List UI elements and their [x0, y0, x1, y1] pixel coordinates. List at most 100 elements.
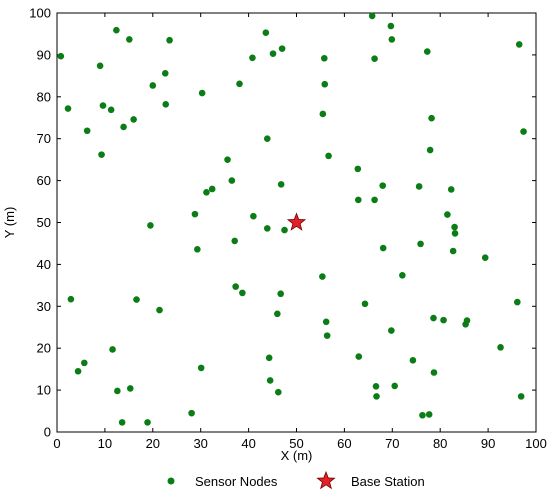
sensor-node-point	[361, 300, 369, 308]
y-tick-label: 60	[37, 173, 51, 188]
sensor-node-point	[379, 182, 387, 189]
x-tick-label: 80	[433, 436, 447, 451]
sensor-node-point	[277, 290, 284, 298]
sensor-node-point	[147, 222, 154, 229]
sensor-node-point	[449, 247, 457, 255]
sensor-node-point	[319, 110, 327, 118]
sensor-node-point	[231, 237, 239, 245]
sensor-node-point	[425, 411, 433, 418]
sensor-node-point	[162, 101, 170, 108]
sensor-node-point	[278, 45, 286, 52]
sensor-node-point	[325, 152, 332, 160]
legend-marker-circle-icon	[167, 477, 175, 485]
sensor-node-point	[249, 54, 256, 62]
x-tick-label: 30	[193, 436, 207, 451]
sensor-node-point	[354, 165, 362, 173]
sensor-node-point	[265, 354, 273, 362]
sensor-node-point	[263, 135, 271, 142]
sensor-node-point	[440, 316, 447, 324]
y-tick-label: 30	[37, 299, 51, 314]
sensor-node-point	[355, 353, 363, 360]
y-axis-label: Y (m)	[2, 207, 17, 239]
sensor-node-point	[263, 225, 271, 232]
sensor-node-point	[277, 181, 285, 188]
x-tick-label: 60	[337, 436, 351, 451]
sensor-node-point	[239, 289, 246, 297]
y-tick-label: 100	[29, 6, 51, 21]
sensor-node-point	[497, 344, 504, 351]
legend-item-base-station: Base Station	[316, 470, 425, 490]
x-tick-label: 70	[385, 436, 399, 451]
sensor-node-point	[113, 26, 120, 34]
base-station-star	[286, 212, 307, 231]
legend-item-sensor-nodes: Sensor Nodes	[167, 474, 278, 489]
sensor-node-point	[423, 48, 431, 55]
sensor-node-point	[354, 196, 362, 204]
sensor-node-point	[266, 377, 274, 384]
sensor-node-point	[166, 36, 173, 44]
x-tick-label: 10	[98, 436, 112, 451]
sensor-node-point	[67, 295, 75, 303]
sensor-node-point	[228, 177, 236, 184]
sensor-node-point	[428, 114, 435, 122]
sensor-node-point	[208, 185, 216, 193]
y-tick-label: 70	[37, 131, 51, 146]
x-tick-label: 0	[53, 436, 60, 451]
sensor-node-point	[391, 382, 398, 390]
sensor-node-point	[417, 240, 424, 248]
y-tick-label: 10	[37, 383, 51, 398]
sensor-node-point	[130, 116, 137, 123]
sensor-node-point	[319, 273, 326, 280]
sensor-node-point	[387, 22, 395, 30]
sensor-node-point	[419, 411, 426, 419]
data-points	[57, 12, 527, 426]
sensor-node-point	[371, 196, 378, 204]
sensor-node-point	[198, 89, 206, 97]
sensor-node-point	[83, 127, 91, 135]
y-tick-label: 80	[37, 89, 51, 104]
sensor-node-point	[451, 223, 458, 231]
sensor-node-point	[156, 306, 163, 314]
sensor-node-point	[149, 82, 157, 89]
sensor-node-point	[415, 183, 423, 190]
sensor-node-point	[96, 62, 104, 70]
sensor-node-point	[197, 364, 205, 372]
x-tick-label: 40	[241, 436, 255, 451]
sensor-node-point	[191, 210, 199, 218]
sensor-node-point	[109, 346, 116, 353]
legend-label-sensor-nodes: Sensor Nodes	[195, 474, 278, 489]
sensor-node-point	[368, 12, 376, 20]
sensor-node-point	[107, 106, 115, 114]
sensor-node-point	[74, 367, 82, 375]
sensor-node-point	[371, 55, 378, 62]
sensor-node-point	[321, 80, 329, 88]
y-tick-label: 50	[37, 215, 51, 230]
x-axis-ticks: 0 10 20 30 40 50 60 70 80 90 100	[53, 13, 547, 451]
sensor-node-point	[236, 80, 243, 88]
y-tick-label: 40	[37, 257, 51, 272]
y-axis-ticks: 0 10 20 30 40 50 60 70 80 90 100	[29, 6, 536, 440]
sensor-node-point	[274, 388, 282, 396]
sensor-node-point	[118, 419, 126, 426]
sensor-node-point	[373, 393, 380, 400]
y-tick-label: 20	[37, 341, 51, 356]
sensor-node-point	[399, 271, 406, 279]
sensor-node-point	[323, 332, 331, 339]
sensor-node-point	[379, 244, 387, 252]
sensor-node-point	[372, 383, 380, 390]
sensor-node-point	[451, 230, 459, 237]
sensor-node-point	[274, 310, 281, 318]
sensor-node-point	[161, 70, 169, 77]
sensor-node-point	[515, 41, 523, 48]
x-tick-label: 50	[289, 436, 303, 451]
legend: Sensor Nodes Base Station	[167, 470, 425, 490]
sensor-node-point	[520, 128, 527, 135]
sensor-node-point	[281, 226, 288, 234]
sensor-node-point	[126, 385, 134, 392]
sensor-node-point	[409, 357, 417, 364]
x-tick-label: 100	[525, 436, 547, 451]
sensor-node-point	[64, 105, 72, 112]
sensor-node-point	[194, 246, 201, 253]
sensor-node-point	[224, 156, 231, 163]
